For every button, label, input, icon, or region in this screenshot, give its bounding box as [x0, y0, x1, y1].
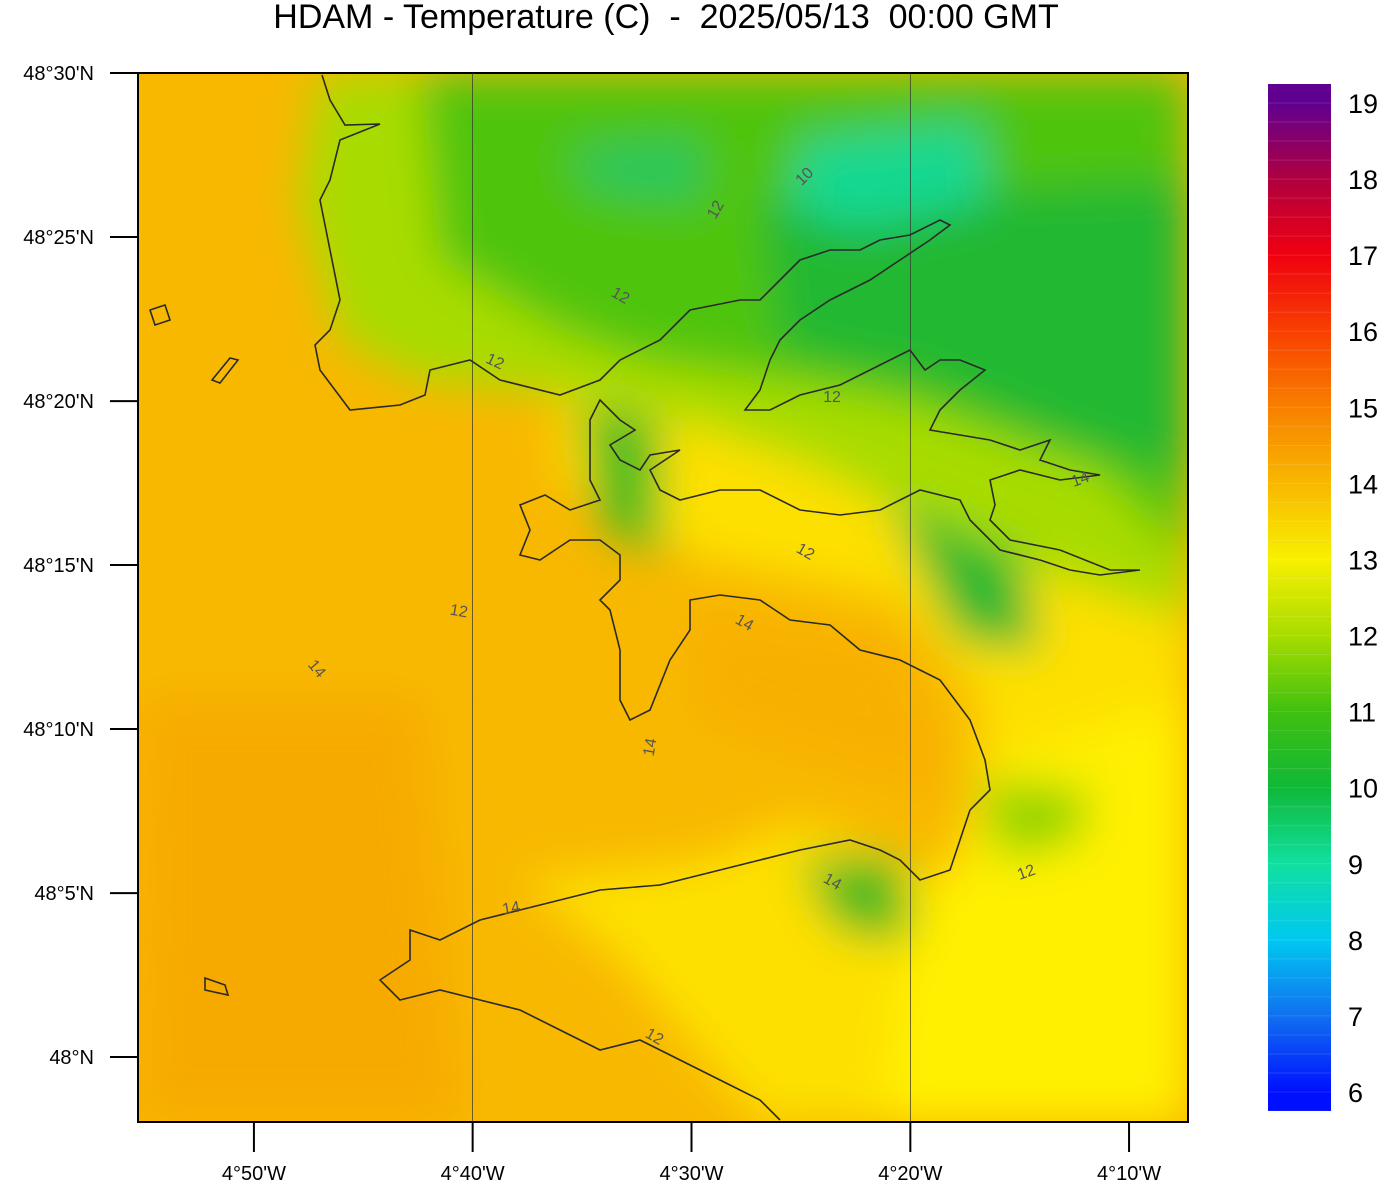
y-tick-label: 48°5'N [34, 883, 94, 905]
contour-label: 14 [732, 611, 756, 635]
contour-label: 14 [641, 737, 661, 758]
contour-label: 14 [501, 899, 522, 919]
y-tick-label: 48°25'N [23, 227, 94, 249]
coastline [148, 74, 1141, 1121]
colorbar-label: 7 [1348, 1002, 1363, 1032]
colorbar-label: 12 [1348, 622, 1378, 652]
colorbar-label: 11 [1348, 698, 1376, 728]
y-tick-label: 48°N [49, 1047, 94, 1069]
contour-label: 12 [793, 540, 817, 564]
colorbar-label: 10 [1348, 774, 1378, 804]
y-tick-label: 48°10'N [23, 719, 94, 741]
y-tick-label: 48°30'N [23, 63, 94, 85]
temperature-field [138, 73, 1188, 1122]
contour-label: 12 [449, 602, 470, 622]
y-tick-label: 48°20'N [23, 391, 94, 413]
colorbar-label: 18 [1348, 165, 1378, 195]
x-tick-label: 4°50'W [222, 1163, 286, 1185]
x-tick-label: 4°30'W [659, 1163, 723, 1185]
contour-label: 14 [1069, 469, 1092, 491]
contour-label: 12 [642, 1025, 666, 1049]
title: HDAM - Temperature (C) - 2025/05/13 00:0… [273, 0, 1058, 36]
contour-label: 14 [820, 870, 844, 894]
map-frame [137, 72, 1189, 1123]
colorbar-label: 16 [1348, 317, 1378, 347]
colorbar-label: 8 [1348, 926, 1363, 956]
contour-label: 12 [483, 350, 506, 373]
y-tick-label: 48°15'N [23, 555, 94, 577]
colorbar-label: 15 [1348, 393, 1378, 423]
x-tick-label: 4°10'W [1097, 1163, 1161, 1185]
x-tick-label: 4°40'W [441, 1163, 505, 1185]
colorbar [1268, 84, 1331, 1111]
colorbar-label: 17 [1348, 241, 1378, 271]
x-tick-label: 4°20'W [878, 1163, 942, 1185]
colorbar-label: 9 [1348, 850, 1363, 880]
contour-label: 12 [1015, 862, 1038, 884]
colorbar-label: 19 [1348, 89, 1378, 119]
colorbar-label: 14 [1348, 469, 1378, 499]
contour-label: 12 [704, 198, 728, 222]
contour-label: 12 [823, 389, 841, 406]
colorbar-label: 13 [1348, 545, 1378, 575]
contour-label: 12 [608, 284, 632, 308]
colorbar-label: 6 [1348, 1078, 1363, 1108]
